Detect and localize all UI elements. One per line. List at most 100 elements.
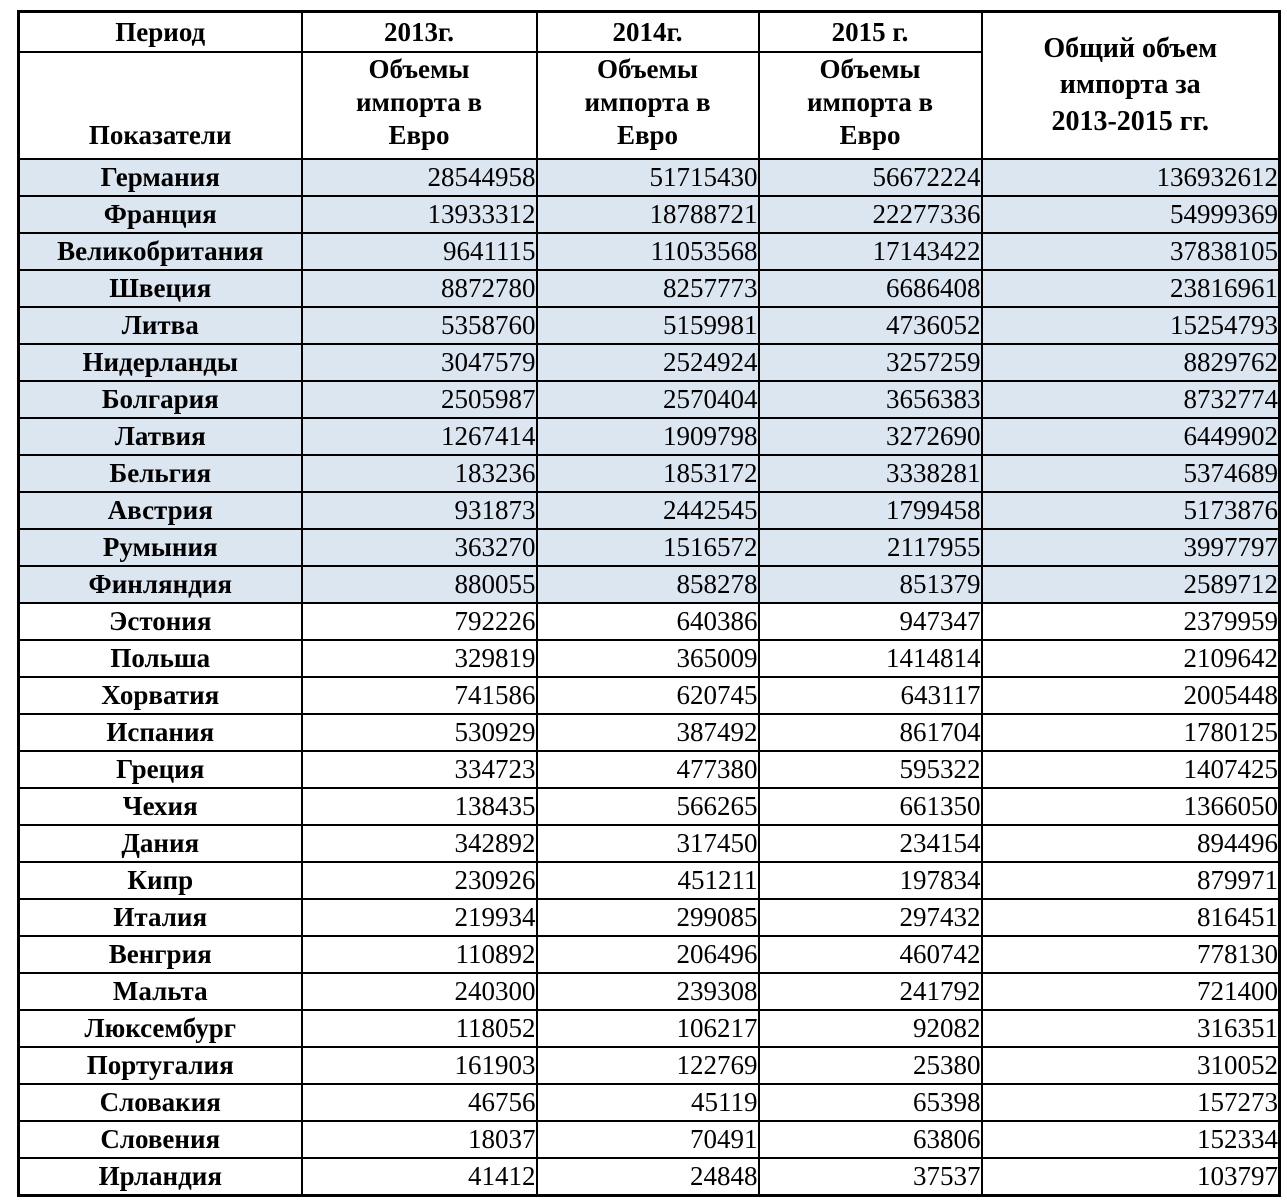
value-2014-cell: 239308 — [535, 971, 760, 1011]
total-value-cell: 6449902 — [980, 416, 1281, 456]
table-row: Греция 334723 477380 595322 1407425 — [17, 749, 1281, 789]
value-2015-cell: 595322 — [757, 749, 983, 789]
value-2015-cell: 661350 — [757, 786, 983, 826]
total-value-cell: 3997797 — [980, 527, 1281, 567]
table-row: Швеция 8872780 8257773 6686408 23816961 — [17, 268, 1281, 308]
table-row: Португалия 161903 122769 25380 310052 — [17, 1045, 1281, 1085]
value-2014-cell: 477380 — [535, 749, 760, 789]
value-2013-cell: 28544958 — [300, 157, 538, 197]
country-cell: Германия — [17, 157, 303, 197]
table-row: Ирландия 41412 24848 37537 103797 — [17, 1156, 1281, 1197]
value-2015-cell: 25380 — [757, 1045, 983, 1085]
value-2013-cell: 110892 — [300, 934, 538, 974]
total-value-cell: 37838105 — [980, 231, 1281, 271]
value-2015-cell: 3338281 — [757, 453, 983, 493]
total-value-cell: 1407425 — [980, 749, 1281, 789]
value-2014-cell: 5159981 — [535, 305, 760, 345]
value-2014-cell: 566265 — [535, 786, 760, 826]
country-cell: Чехия — [17, 786, 303, 826]
import-volume-table: Период 2013г. 2014г. 2015 г. Общий объем… — [17, 10, 1281, 1197]
table-row: Польша 329819 365009 1414814 2109642 — [17, 638, 1281, 678]
value-2014-cell: 18788721 — [535, 194, 760, 234]
value-2015-cell: 65398 — [757, 1082, 983, 1122]
year-2014-header: 2014г. — [535, 10, 760, 53]
value-2014-cell: 317450 — [535, 823, 760, 863]
total-value-cell: 8732774 — [980, 379, 1281, 419]
value-2015-cell: 297432 — [757, 897, 983, 937]
total-value-cell: 2589712 — [980, 564, 1281, 604]
value-2015-cell: 197834 — [757, 860, 983, 900]
country-cell: Румыния — [17, 527, 303, 567]
value-2014-cell: 620745 — [535, 675, 760, 715]
table-row: Литва 5358760 5159981 4736052 15254793 — [17, 305, 1281, 345]
value-2014-cell: 365009 — [535, 638, 760, 678]
value-2015-cell: 3257259 — [757, 342, 983, 382]
value-2013-cell: 18037 — [300, 1119, 538, 1159]
total-value-cell: 54999369 — [980, 194, 1281, 234]
value-2013-cell: 8872780 — [300, 268, 538, 308]
total-value-cell: 103797 — [980, 1156, 1281, 1197]
country-cell: Нидерланды — [17, 342, 303, 382]
country-cell: Португалия — [17, 1045, 303, 1085]
table-row: Кипр 230926 451211 197834 879971 — [17, 860, 1281, 900]
value-2013-cell: 240300 — [300, 971, 538, 1011]
total-value-cell: 1366050 — [980, 786, 1281, 826]
total-value-cell: 23816961 — [980, 268, 1281, 308]
period-header: Период — [17, 10, 303, 53]
value-2015-cell: 3272690 — [757, 416, 983, 456]
table-row: Хорватия 741586 620745 643117 2005448 — [17, 675, 1281, 715]
value-2014-cell: 51715430 — [535, 157, 760, 197]
total-value-cell: 1780125 — [980, 712, 1281, 752]
value-2013-cell: 9641115 — [300, 231, 538, 271]
value-2013-cell: 219934 — [300, 897, 538, 937]
table-row: Великобритания 9641115 11053568 17143422… — [17, 231, 1281, 271]
country-cell: Эстония — [17, 601, 303, 641]
value-2014-cell: 122769 — [535, 1045, 760, 1085]
table-row: Дания 342892 317450 234154 894496 — [17, 823, 1281, 863]
value-2014-cell: 1909798 — [535, 416, 760, 456]
value-2015-cell: 3656383 — [757, 379, 983, 419]
total-value-cell: 816451 — [980, 897, 1281, 937]
value-2013-cell: 161903 — [300, 1045, 538, 1085]
table-row: Австрия 931873 2442545 1799458 5173876 — [17, 490, 1281, 530]
country-cell: Испания — [17, 712, 303, 752]
value-2013-cell: 741586 — [300, 675, 538, 715]
country-cell: Хорватия — [17, 675, 303, 715]
country-cell: Италия — [17, 897, 303, 937]
total-value-cell: 721400 — [980, 971, 1281, 1011]
total-value-cell: 5173876 — [980, 490, 1281, 530]
country-cell: Австрия — [17, 490, 303, 530]
value-2015-cell: 234154 — [757, 823, 983, 863]
value-2014-cell: 11053568 — [535, 231, 760, 271]
value-2015-cell: 861704 — [757, 712, 983, 752]
value-2015-cell: 1414814 — [757, 638, 983, 678]
table-row: Люксембург 118052 106217 92082 316351 — [17, 1008, 1281, 1048]
table-row: Латвия 1267414 1909798 3272690 6449902 — [17, 416, 1281, 456]
value-2013-cell: 342892 — [300, 823, 538, 863]
country-cell: Греция — [17, 749, 303, 789]
value-2015-cell: 947347 — [757, 601, 983, 641]
value-2013-cell: 183236 — [300, 453, 538, 493]
country-cell: Кипр — [17, 860, 303, 900]
table-header: Период 2013г. 2014г. 2015 г. Общий объем… — [17, 10, 1281, 160]
table-row: Бельгия 183236 1853172 3338281 5374689 — [17, 453, 1281, 493]
total-value-cell: 2005448 — [980, 675, 1281, 715]
country-cell: Литва — [17, 305, 303, 345]
total-value-cell: 157273 — [980, 1082, 1281, 1122]
value-2015-cell: 4736052 — [757, 305, 983, 345]
value-2015-cell: 22277336 — [757, 194, 983, 234]
value-2015-cell: 37537 — [757, 1156, 983, 1197]
value-2015-cell: 851379 — [757, 564, 983, 604]
value-2013-cell: 41412 — [300, 1156, 538, 1197]
total-value-cell: 2109642 — [980, 638, 1281, 678]
value-2014-cell: 451211 — [535, 860, 760, 900]
value-2014-cell: 24848 — [535, 1156, 760, 1197]
total-value-cell: 879971 — [980, 860, 1281, 900]
value-2013-cell: 530929 — [300, 712, 538, 752]
value-2013-cell: 792226 — [300, 601, 538, 641]
country-cell: Польша — [17, 638, 303, 678]
table-row: Чехия 138435 566265 661350 1366050 — [17, 786, 1281, 826]
header-row-indicators: Показатели Объемы импорта в Евро Объемы … — [17, 51, 1280, 160]
value-2013-cell: 1267414 — [300, 416, 538, 456]
table-row: Финляндия 880055 858278 851379 2589712 — [17, 564, 1281, 604]
